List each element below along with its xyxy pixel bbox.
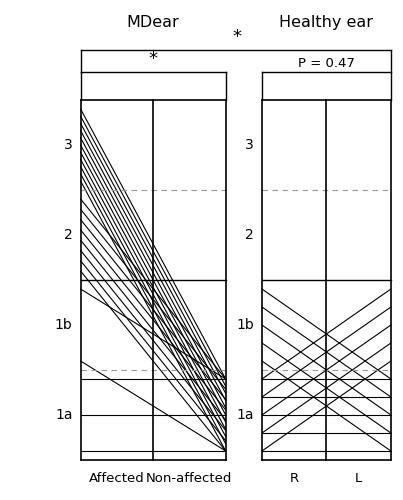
Text: 1a: 1a [55,408,73,422]
Text: 1b: 1b [55,318,73,332]
Text: Healthy ear: Healthy ear [279,15,374,30]
Text: 1b: 1b [236,318,254,332]
Text: MDear: MDear [127,15,179,30]
Text: Affected: Affected [89,472,145,486]
Text: *: * [149,50,158,68]
Text: 3: 3 [245,138,254,152]
Text: R: R [290,472,299,486]
Text: L: L [355,472,362,486]
Text: *: * [232,28,241,46]
Text: 3: 3 [64,138,73,152]
Text: P = 0.47: P = 0.47 [298,57,355,70]
Text: Non-affected: Non-affected [146,472,233,486]
Text: 2: 2 [245,228,254,242]
Text: 1a: 1a [237,408,254,422]
Text: 2: 2 [64,228,73,242]
